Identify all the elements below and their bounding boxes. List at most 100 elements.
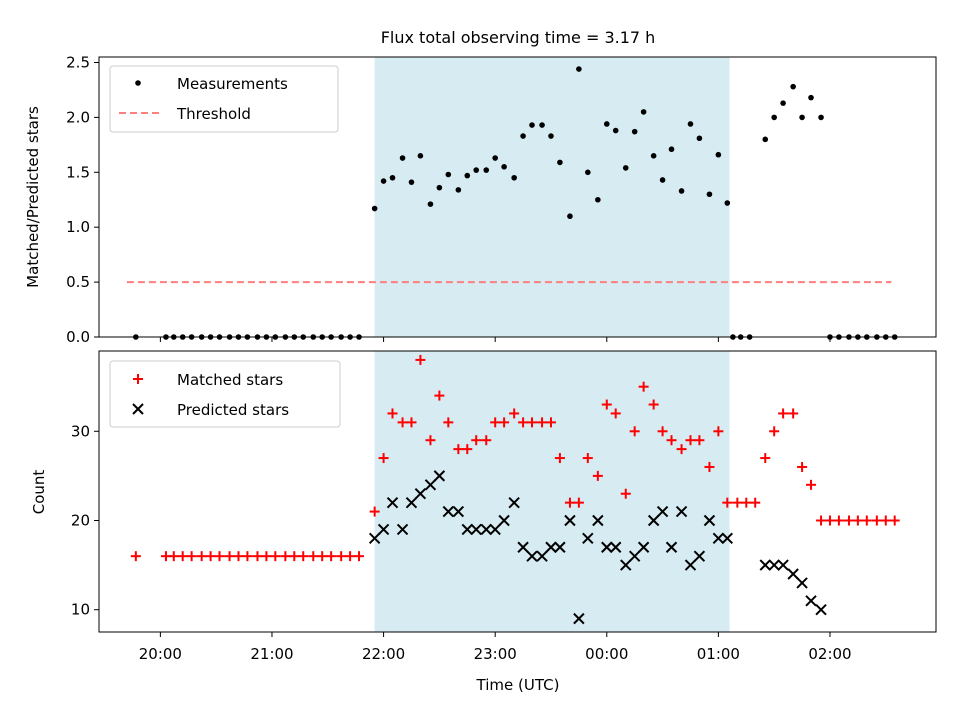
matched-star-point	[889, 515, 900, 526]
measurement-point	[483, 167, 490, 173]
predicted-star-point	[442, 505, 455, 518]
matched-star-point	[648, 399, 659, 410]
matched-star-point	[224, 551, 235, 562]
matched-star-point	[130, 551, 141, 562]
predicted-star-point	[637, 541, 650, 553]
matched-star-point	[434, 390, 445, 401]
top-y-tick-label: 1.5	[66, 163, 90, 181]
measurement-point	[622, 165, 629, 171]
measurement-point	[808, 94, 814, 101]
matched-star-point	[797, 461, 808, 472]
matched-star-point	[861, 515, 872, 526]
predicted-star-point	[526, 550, 538, 562]
matched-star-point	[750, 497, 761, 508]
top-y-ticks: 0.0 0.5 1.0 1.5 2.0 2.5	[66, 53, 99, 346]
legend-matched-label: Matched stars	[177, 371, 283, 389]
matched-star-point	[317, 551, 328, 562]
measurement-point	[455, 187, 462, 193]
measurement-point	[585, 169, 591, 176]
matched-star-point	[471, 435, 482, 446]
measurement-point	[557, 159, 563, 166]
legend-measurements-marker	[135, 80, 141, 86]
measurement-point	[650, 153, 657, 159]
measurement-point	[724, 200, 731, 206]
matched-star-point	[242, 551, 253, 562]
predicted-star-point	[777, 559, 789, 571]
matched-star-point	[443, 417, 454, 428]
predicted-star-point	[610, 541, 622, 553]
predicted-star-point	[647, 514, 660, 527]
measurement-point	[762, 136, 769, 143]
chart-title: Flux total observing time = 3.17 h	[381, 28, 656, 47]
x-tick-label: 00:00	[585, 645, 628, 663]
matched-star-point	[610, 408, 621, 419]
matched-star-point	[308, 551, 319, 562]
matched-star-point	[261, 551, 272, 562]
measurement-point	[445, 171, 452, 178]
measurement-point	[492, 155, 498, 161]
predicted-star-point	[573, 612, 585, 625]
measurement-point	[567, 213, 573, 220]
matched-star-point	[657, 426, 668, 437]
matched-star-point	[713, 426, 724, 437]
matched-star-point	[824, 515, 835, 526]
matched-star-point	[252, 551, 263, 562]
measurement-point	[436, 184, 443, 191]
predicted-star-point	[377, 523, 390, 536]
measurement-point	[612, 127, 619, 134]
measurement-point	[696, 135, 703, 142]
predicted-star-point	[517, 541, 529, 553]
matched-star-point	[843, 515, 854, 526]
predicted-star-point	[452, 505, 465, 518]
measurement-point	[595, 196, 601, 203]
matched-star-point	[490, 417, 501, 428]
measurement-point	[678, 188, 685, 194]
matched-star-point	[852, 515, 863, 526]
predicted-star-point	[405, 496, 418, 509]
legend-predicted-marker	[132, 403, 144, 415]
measurement-point	[511, 174, 517, 181]
matched-star-point	[732, 497, 743, 508]
x-tick-label: 22:00	[362, 645, 405, 663]
predicted-star-point	[536, 550, 548, 562]
measurement-point	[576, 66, 582, 72]
x-axis-label: Time (UTC)	[476, 676, 560, 694]
matched-star-point	[462, 444, 473, 455]
measurement-point	[473, 167, 480, 173]
measurement-point	[659, 177, 666, 183]
matched-star-point	[527, 417, 538, 428]
measurement-point	[408, 179, 415, 185]
matched-star-point	[582, 453, 593, 464]
matched-star-point	[564, 497, 575, 508]
matched-star-point	[722, 497, 733, 508]
predicted-star-point	[712, 532, 725, 545]
predicted-star-point	[396, 523, 409, 536]
x-tick-label: 21:00	[250, 645, 293, 663]
bottom-panel: 10 20 30 20:00 21:00 22:00 23:00 00:00 01:00 02:…	[30, 350, 937, 694]
matched-star-point	[573, 497, 584, 508]
matched-star-point	[638, 381, 649, 392]
bottom-legend-box	[109, 360, 341, 428]
measurement-point	[715, 151, 722, 158]
measurement-point	[631, 128, 638, 135]
x-tick-label: 23:00	[474, 645, 517, 663]
predicted-star-point	[489, 523, 501, 536]
bottom-shaded-span	[374, 351, 730, 632]
legend-measurements-label: Measurements	[177, 75, 288, 93]
predicted-star-point	[703, 514, 716, 527]
matched-star-point	[666, 435, 677, 446]
measurement-point	[539, 122, 545, 128]
matched-star-point	[406, 417, 417, 428]
predicted-star-point	[601, 541, 613, 553]
measurement-point	[520, 133, 526, 139]
predicted-star-point	[564, 514, 576, 527]
bottom-x-ticks: 20:00 21:00 22:00 23:00 00:00 01:00 02:00	[139, 632, 852, 663]
measurement-point	[818, 114, 824, 121]
matched-star-point	[620, 488, 631, 499]
matched-star-point	[509, 408, 520, 419]
matched-star-point	[425, 435, 436, 446]
predicted-star-point	[592, 514, 604, 527]
matched-star-point	[168, 551, 179, 562]
predicted-star-point	[582, 532, 594, 545]
matched-star-point	[554, 453, 565, 464]
